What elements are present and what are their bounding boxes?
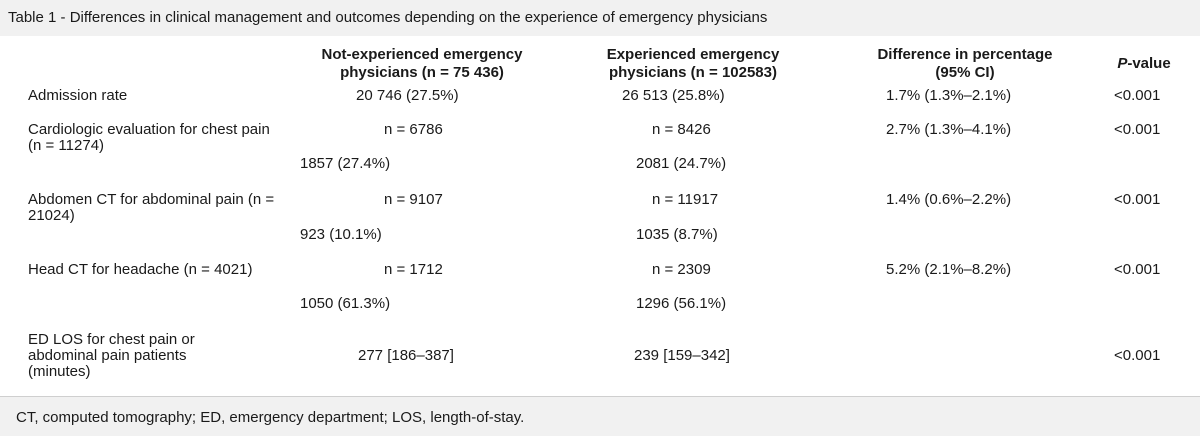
header-difference-line2: (95% CI) — [935, 64, 995, 81]
cell-admission-pvalue: <0.001 — [1114, 87, 1161, 104]
header-pvalue-p: P — [1117, 55, 1128, 72]
cell-ed-los-experienced: 239 [159–342] — [634, 347, 730, 364]
header-pvalue: P-value — [1100, 55, 1188, 73]
cell-cardiologic-difference: 2.7% (1.3%–4.1%) — [886, 121, 1012, 138]
row-label-abdomen-ct: Abdomen CT for abdominal pain (n = 21024… — [28, 191, 275, 224]
cell-admission-difference: 1.7% (1.3%–2.1%) — [886, 87, 1012, 104]
row-label-head-ct: Head CT for headache (n = 4021) — [28, 261, 253, 278]
cell-cardiologic-not-experienced: 1857 (27.4%) — [300, 155, 391, 172]
header-experienced-line1: Experienced emergency — [606, 46, 780, 63]
header-not-experienced-line1: Not-experienced emergency — [321, 46, 523, 63]
header-experienced-line2: physicians (n = 102583) — [608, 64, 777, 81]
header-difference-line1: Difference in percentage — [877, 46, 1053, 63]
cell-abdomen-not-experienced-n: n = 9107 — [384, 191, 443, 208]
cell-abdomen-not-experienced: 923 (10.1%) — [300, 226, 382, 243]
header-not-experienced: Not-experienced emergency physicians (n … — [284, 46, 560, 82]
header-not-experienced-line2: physicians (n = 75 436) — [340, 64, 504, 81]
cell-head-experienced-n: n = 2309 — [652, 261, 711, 278]
cell-cardiologic-experienced: 2081 (24.7%) — [636, 155, 727, 172]
header-pvalue-rest: -value — [1127, 55, 1171, 72]
cell-ed-los-not-experienced: 277 [186–387] — [358, 347, 454, 364]
cell-ed-los-pvalue: <0.001 — [1114, 347, 1161, 364]
cell-admission-not-experienced: 20 746 (27.5%) — [356, 87, 459, 104]
header-experienced: Experienced emergency physicians (n = 10… — [570, 46, 816, 82]
row-label-ed-los: ED LOS for chest pain or abdominal pain … — [28, 331, 195, 380]
table-caption: Table 1 - Differences in clinical manage… — [0, 0, 1200, 36]
cell-abdomen-difference: 1.4% (0.6%–2.2%) — [886, 191, 1012, 208]
cell-cardiologic-experienced-n: n = 8426 — [652, 121, 711, 138]
cell-abdomen-experienced-n: n = 11917 — [652, 191, 719, 208]
cell-head-not-experienced-n: n = 1712 — [384, 261, 443, 278]
cell-abdomen-experienced: 1035 (8.7%) — [636, 226, 718, 243]
header-difference: Difference in percentage (95% CI) — [842, 46, 1088, 82]
cell-head-pvalue: <0.001 — [1114, 261, 1161, 278]
cell-cardiologic-pvalue: <0.001 — [1114, 121, 1161, 138]
table-footnote: CT, computed tomography; ED, emergency d… — [0, 396, 1200, 436]
cell-abdomen-pvalue: <0.001 — [1114, 191, 1161, 208]
row-label-admission: Admission rate — [28, 87, 128, 104]
cell-head-not-experienced: 1050 (61.3%) — [300, 295, 391, 312]
cell-cardiologic-not-experienced-n: n = 6786 — [384, 121, 443, 138]
cell-head-experienced: 1296 (56.1%) — [636, 295, 727, 312]
row-label-cardiologic: Cardiologic evaluation for chest pain (n… — [28, 121, 270, 154]
cell-admission-experienced: 26 513 (25.8%) — [622, 87, 725, 104]
cell-head-difference: 5.2% (2.1%–8.2%) — [886, 261, 1012, 278]
